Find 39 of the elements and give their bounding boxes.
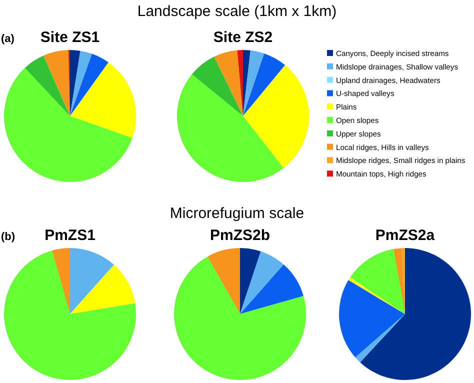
- text: Landscape scale (1km x 1km): [137, 3, 337, 20]
- pie-slice: [70, 264, 136, 314]
- chart-title: PmZS2b: [210, 227, 270, 244]
- pie-slice: [70, 50, 92, 116]
- pie-slice: [4, 68, 132, 182]
- text: (a): [1, 33, 15, 45]
- chart-title: Site ZS2: [213, 29, 273, 46]
- pie-slice: [339, 280, 405, 358]
- chart-title: Site ZS1: [40, 29, 100, 46]
- pie-slice: [70, 50, 80, 116]
- chart-title: PmZS1: [44, 227, 96, 244]
- pie-slice: [355, 314, 405, 362]
- text: (b): [1, 231, 16, 243]
- pie-slice: [174, 256, 306, 380]
- pie-slice: [243, 50, 250, 116]
- text: Microrefugium scale: [170, 205, 304, 222]
- pie-slice: [24, 56, 70, 116]
- pie-slice: [350, 249, 405, 314]
- pie-slice: [70, 248, 114, 314]
- pie-slice: [243, 65, 309, 168]
- pie-slice: [360, 248, 471, 380]
- pie-slice: [243, 50, 264, 116]
- pie-slice: [214, 50, 243, 116]
- pie-slice: [207, 248, 240, 314]
- pie-slice: [348, 277, 405, 314]
- pie-slice: [177, 74, 284, 182]
- pie-slice: [70, 62, 136, 138]
- pie-slice: [393, 248, 405, 314]
- pie-slice: [243, 53, 286, 116]
- pie-slice: [237, 50, 243, 116]
- pie-slice: [240, 264, 304, 314]
- pie-slice: [240, 248, 261, 314]
- pie-slice: [70, 54, 108, 116]
- pie-slice: [4, 250, 136, 380]
- pie-slice: [43, 50, 70, 116]
- pie-slice: [52, 248, 70, 314]
- pie-slice: [240, 251, 284, 314]
- chart-title: PmZS2a: [375, 227, 436, 244]
- pie-slice: [192, 56, 243, 116]
